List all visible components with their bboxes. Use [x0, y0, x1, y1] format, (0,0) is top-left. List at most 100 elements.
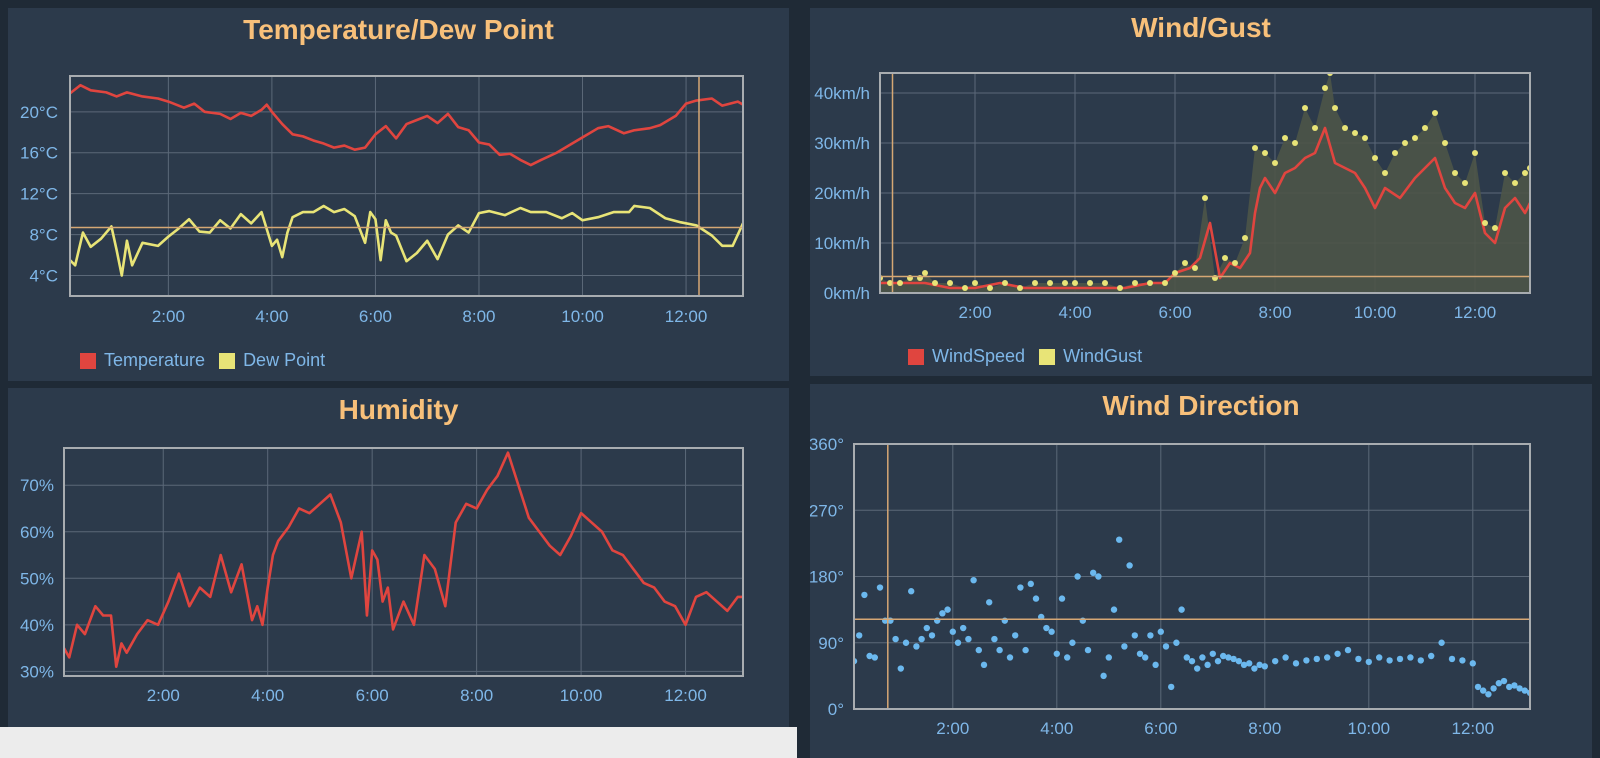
data-point: [1147, 280, 1153, 286]
data-point: [1192, 265, 1198, 271]
plot-frame: [69, 75, 744, 297]
x-tick-label: 8:00: [1248, 719, 1281, 738]
data-point: [1512, 180, 1518, 186]
legend: Temperature Dew Point: [80, 350, 339, 371]
x-tick-label: 2:00: [936, 719, 969, 738]
humidity-chart: 30% 40% 50% 60% 70% 2:00 4:00 6:00 8:00 10:00 12:0…: [20, 447, 744, 705]
x-tick-label: 6:00: [359, 307, 392, 326]
data-point: [1452, 170, 1458, 176]
x-tick-label: 10:00: [561, 307, 604, 326]
data-point: [1110, 606, 1118, 613]
data-point: [1342, 125, 1348, 131]
chart-title: Wind Direction: [1102, 390, 1300, 421]
gust-area: [880, 73, 1530, 293]
data-point: [1469, 660, 1476, 667]
data-point: [1312, 125, 1318, 131]
data-point: [1043, 624, 1050, 632]
legend: WindSpeed WindGust: [908, 346, 1156, 367]
data-point: [1428, 652, 1435, 660]
data-point: [1376, 654, 1383, 661]
plot-area: [880, 73, 1530, 293]
data-point: [987, 285, 993, 291]
data-point: [970, 576, 977, 584]
data-point: [892, 635, 899, 643]
data-point: [954, 639, 962, 646]
wind-direction-panel: Wind Direction 0° 90° 180° 270° 360° 2:00 4:00…: [810, 384, 1592, 758]
data-point: [866, 652, 873, 660]
series-line-dew-point: [70, 204, 743, 277]
data-point: [1282, 654, 1289, 661]
data-point: [1102, 280, 1108, 286]
data-point: [1462, 180, 1468, 186]
data-point: [1386, 657, 1393, 664]
data-point: [996, 646, 1003, 654]
data-point: [1087, 280, 1093, 286]
series-line-windspeed: [880, 126, 1530, 290]
data-point: [939, 610, 946, 617]
data-point: [1147, 632, 1154, 639]
y-tick-label: 70%: [20, 476, 54, 495]
data-point: [1412, 135, 1418, 141]
temperature-dewpoint-chart: 4°C 8°C 12°C 16°C 20°C 2:00 4:00 6:00 8:00 10:00 1…: [20, 75, 744, 326]
wind-gust-chart: 0km/h 10km/h 20km/h 30km/h 40km/h 2:00 4:00 6:0…: [814, 72, 1531, 322]
data-point: [1332, 105, 1338, 111]
data-point: [1240, 661, 1248, 669]
y-tick-label: 40%: [20, 616, 54, 635]
data-point: [1117, 285, 1123, 291]
data-point: [1344, 646, 1352, 654]
data-point: [1126, 562, 1133, 569]
data-point: [923, 624, 930, 632]
data-point: [1032, 595, 1040, 602]
data-point: [1188, 657, 1196, 665]
data-point: [1262, 150, 1268, 156]
x-tick-label: 4:00: [251, 686, 284, 705]
data-point: [1079, 617, 1086, 624]
data-point: [1472, 150, 1478, 156]
data-point: [1214, 657, 1222, 665]
data-point: [1178, 606, 1185, 613]
data-point: [949, 628, 956, 635]
y-tick-label: 20°C: [20, 103, 58, 122]
data-point: [1012, 632, 1019, 639]
data-point: [1090, 569, 1097, 577]
data-point: [1432, 110, 1438, 116]
x-tick-label: 2:00: [152, 307, 185, 326]
data-point: [902, 639, 910, 646]
data-point: [975, 646, 982, 654]
data-point: [1251, 665, 1258, 672]
data-point: [1230, 655, 1237, 663]
x-tick-label: 6:00: [1144, 719, 1177, 738]
data-point: [1272, 657, 1279, 665]
series-line-temperature: [70, 83, 743, 167]
x-tick-label: 10:00: [560, 686, 603, 705]
data-point: [1362, 135, 1368, 141]
data-point: [991, 635, 998, 643]
data-point: [986, 599, 993, 606]
data-point: [1292, 140, 1298, 146]
data-point: [1365, 658, 1372, 666]
data-point: [1516, 685, 1523, 692]
legend-label-temperature: Temperature: [104, 350, 206, 370]
humidity-panel: Humidity 30% 40% 50% 60% 70% 2:00 4:00 6:00 8:00…: [8, 388, 789, 727]
data-point: [871, 654, 878, 661]
data-point: [1162, 643, 1170, 650]
data-point: [1355, 655, 1362, 663]
data-point: [1242, 235, 1248, 241]
x-tick-label: 4:00: [1058, 303, 1091, 322]
data-point: [1199, 654, 1206, 661]
data-point: [1204, 661, 1211, 669]
gridlines: [64, 448, 743, 676]
data-point: [1407, 654, 1414, 661]
legend-label-dewpoint: Dew Point: [243, 350, 326, 370]
data-point: [1500, 677, 1508, 685]
x-tick-label: 4:00: [1040, 719, 1073, 738]
data-point: [1282, 135, 1288, 141]
plot-area: [70, 83, 743, 277]
data-point: [932, 280, 938, 286]
x-tick-label: 2:00: [958, 303, 991, 322]
data-point: [1292, 660, 1300, 667]
plot-frame: [853, 443, 1531, 710]
y-tick-label: 16°C: [20, 144, 58, 163]
y-tick-label: 50%: [20, 569, 54, 588]
data-point: [1502, 170, 1508, 176]
